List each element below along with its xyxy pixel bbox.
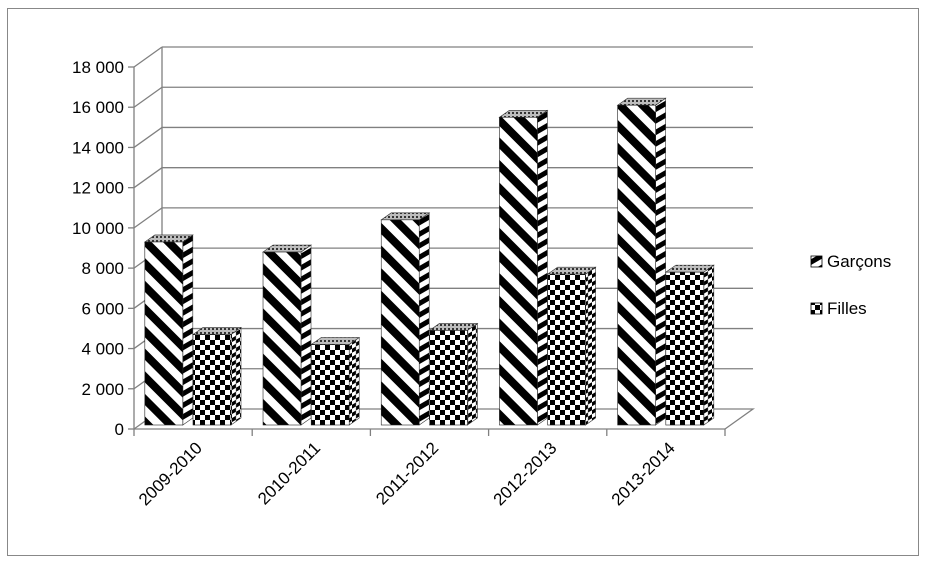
bar-front — [262, 251, 302, 426]
x-tick-label: 2009-2010 — [135, 438, 206, 509]
x-tick-label: 2012-2013 — [490, 438, 561, 509]
bar-front — [310, 344, 350, 426]
bar-side — [182, 234, 194, 426]
bars — [143, 97, 715, 426]
bar-side — [655, 97, 666, 426]
y-tick-label: 16 000 — [72, 98, 124, 117]
x-tick-label: 2010-2011 — [254, 438, 324, 508]
gridline-side — [133, 86, 163, 108]
x-axis-tick-labels: 2009-2010 2010-2011 2011-2012 2012-2013 2013… — [135, 438, 679, 509]
x-tick-label: 2013-2014 — [608, 438, 679, 509]
gridline-side — [133, 126, 163, 148]
bar-side — [230, 326, 242, 426]
bar-filles — [546, 266, 597, 426]
x-tick-label: 2011-2012 — [372, 438, 442, 508]
y-tick-label: 10 000 — [72, 219, 124, 238]
bar-filles — [310, 336, 361, 426]
bar-garcons — [143, 234, 194, 426]
y-axis-tick-labels: 0 2 000 4 000 6 000 8 000 10 000 12 000 14 000 1… — [72, 58, 726, 439]
bar-side — [467, 322, 478, 426]
legend-label: Garçons — [827, 252, 891, 271]
bar-filles — [664, 264, 715, 426]
y-tick-label: 2 000 — [81, 380, 124, 399]
bar-filles — [192, 326, 242, 426]
bar-front — [665, 271, 705, 426]
y-tick-label: 18 000 — [72, 58, 124, 77]
legend-swatch — [810, 255, 823, 268]
y-tick-label: 14 000 — [72, 138, 124, 157]
legend-swatch — [810, 302, 823, 315]
bar-side — [537, 109, 548, 426]
bar-front — [547, 273, 586, 426]
bar-front — [499, 116, 538, 426]
bar-side — [300, 244, 312, 426]
bar-front — [380, 219, 420, 426]
gridline-side — [133, 207, 163, 229]
gridline-side — [133, 167, 163, 189]
y-tick-label: 8 000 — [81, 259, 124, 278]
bar-garcons — [380, 212, 431, 426]
legend-item: Filles — [810, 299, 867, 318]
y-tick-label: 0 — [115, 420, 124, 439]
legend-item: Garçons — [810, 252, 891, 271]
bar-front — [192, 334, 232, 426]
y-tick-label: 4 000 — [81, 340, 124, 359]
bar-side — [585, 266, 596, 426]
y-tick-label: 12 000 — [72, 179, 124, 198]
bar-garcons — [262, 244, 312, 426]
bar-front — [617, 104, 656, 426]
bar-front — [144, 241, 184, 426]
bar-side — [418, 212, 430, 426]
legend: Garçons Filles — [810, 252, 891, 318]
bar-filles — [428, 322, 479, 426]
gridline-side — [133, 46, 163, 68]
bar-garcons — [616, 97, 667, 426]
legend-label: Filles — [827, 299, 867, 318]
bar-garcons — [498, 109, 549, 426]
bar-side — [703, 264, 715, 426]
y-tick-label: 6 000 — [81, 299, 124, 318]
bar-front — [429, 330, 468, 426]
bar-side — [348, 336, 360, 426]
